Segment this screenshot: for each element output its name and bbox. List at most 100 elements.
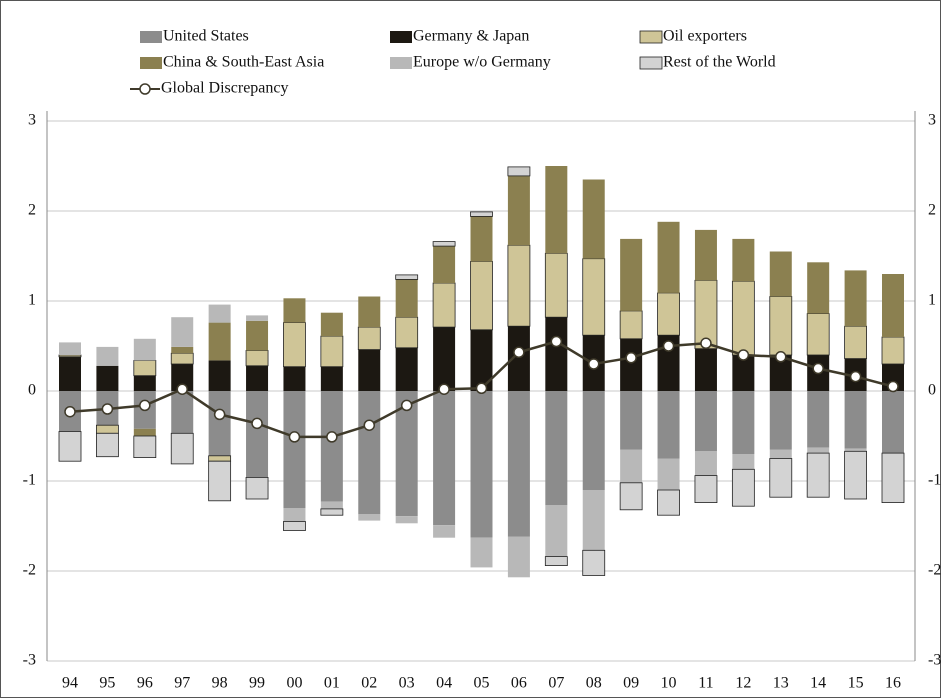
bar [844, 391, 867, 449]
bar [283, 391, 306, 508]
bar [358, 514, 381, 521]
bar [844, 325, 867, 360]
bar [358, 296, 381, 328]
bar [694, 348, 717, 391]
bar [246, 365, 269, 391]
bar [283, 322, 306, 368]
bar [433, 327, 456, 391]
bar [881, 336, 905, 365]
bar [96, 424, 119, 434]
bar [395, 516, 418, 524]
bar [470, 216, 493, 262]
y2-tick-label: 0 [928, 382, 936, 399]
bar [507, 326, 530, 391]
x-tick-label: 04 [436, 675, 452, 692]
line-marker [700, 337, 712, 350]
bar [133, 338, 156, 361]
bar [545, 505, 568, 557]
bar [358, 349, 381, 391]
bar [619, 482, 643, 511]
bar [694, 391, 717, 452]
bar [395, 274, 419, 280]
bar [208, 360, 231, 391]
line-marker [213, 408, 226, 421]
y-tick-label: -3 [23, 652, 36, 669]
line-marker [64, 405, 76, 418]
bar [582, 490, 605, 551]
line-marker [775, 351, 787, 363]
x-tick-label: 07 [548, 675, 564, 692]
bar [171, 391, 194, 434]
bar [432, 241, 456, 247]
legend-label: United States [163, 28, 249, 45]
bar [170, 352, 194, 365]
y-tick-label: -1 [23, 472, 36, 489]
bar [133, 435, 157, 459]
bar [395, 391, 418, 517]
legend-swatch [140, 57, 162, 69]
bar [470, 537, 493, 568]
bar [657, 221, 680, 293]
bar [208, 322, 231, 361]
bar [657, 458, 680, 490]
x-tick-label: 16 [885, 675, 901, 692]
bar [246, 320, 269, 351]
bar [844, 448, 867, 452]
bar [358, 391, 381, 515]
bar [545, 391, 568, 506]
bar [582, 258, 606, 336]
bar [133, 428, 156, 436]
x-tick-label: 13 [773, 675, 789, 692]
bar [732, 238, 755, 282]
bar [96, 346, 119, 366]
legend-label: China & South-East Asia [163, 54, 324, 71]
y2-tick-label: 2 [928, 202, 936, 219]
legend-label: Global Discrepancy [161, 80, 289, 97]
bar [769, 391, 792, 450]
bar [208, 460, 232, 502]
x-tick-label: 02 [361, 675, 377, 692]
bar [507, 244, 531, 327]
bar [582, 549, 606, 576]
x-tick-label: 09 [623, 675, 639, 692]
bar [769, 296, 793, 356]
bar [245, 476, 269, 500]
bar [171, 364, 194, 391]
line-marker [849, 370, 862, 383]
bar [171, 317, 194, 347]
bar [283, 508, 306, 522]
bar [769, 449, 792, 459]
x-tick-label: 15 [848, 675, 864, 692]
line-marker [550, 335, 563, 348]
bar [807, 262, 830, 314]
bar [694, 475, 718, 504]
legend-label: Germany & Japan [413, 28, 529, 45]
y-tick-label: 3 [28, 112, 36, 129]
bar [806, 313, 830, 356]
y2-tick-label: 3 [928, 112, 936, 129]
x-tick-label: 03 [399, 675, 415, 692]
line-marker [251, 417, 263, 430]
bar [357, 326, 381, 351]
x-tick-label: 95 [99, 675, 115, 692]
x-tick-label: 96 [137, 675, 153, 692]
bar [582, 391, 605, 490]
x-tick-label: 12 [735, 675, 751, 692]
bar [507, 391, 530, 537]
bar [58, 431, 82, 462]
bar [96, 365, 119, 391]
bar [507, 536, 530, 578]
x-tick-label: 10 [661, 675, 677, 692]
bar [507, 166, 531, 177]
legend-swatch [390, 57, 412, 69]
y2-tick-label: -1 [928, 472, 941, 489]
bar [320, 501, 343, 509]
bar [769, 355, 792, 391]
bar [208, 455, 232, 462]
bar [657, 489, 680, 516]
bar [171, 346, 194, 354]
bar [732, 454, 755, 470]
bar [769, 251, 792, 297]
bar [657, 391, 680, 459]
